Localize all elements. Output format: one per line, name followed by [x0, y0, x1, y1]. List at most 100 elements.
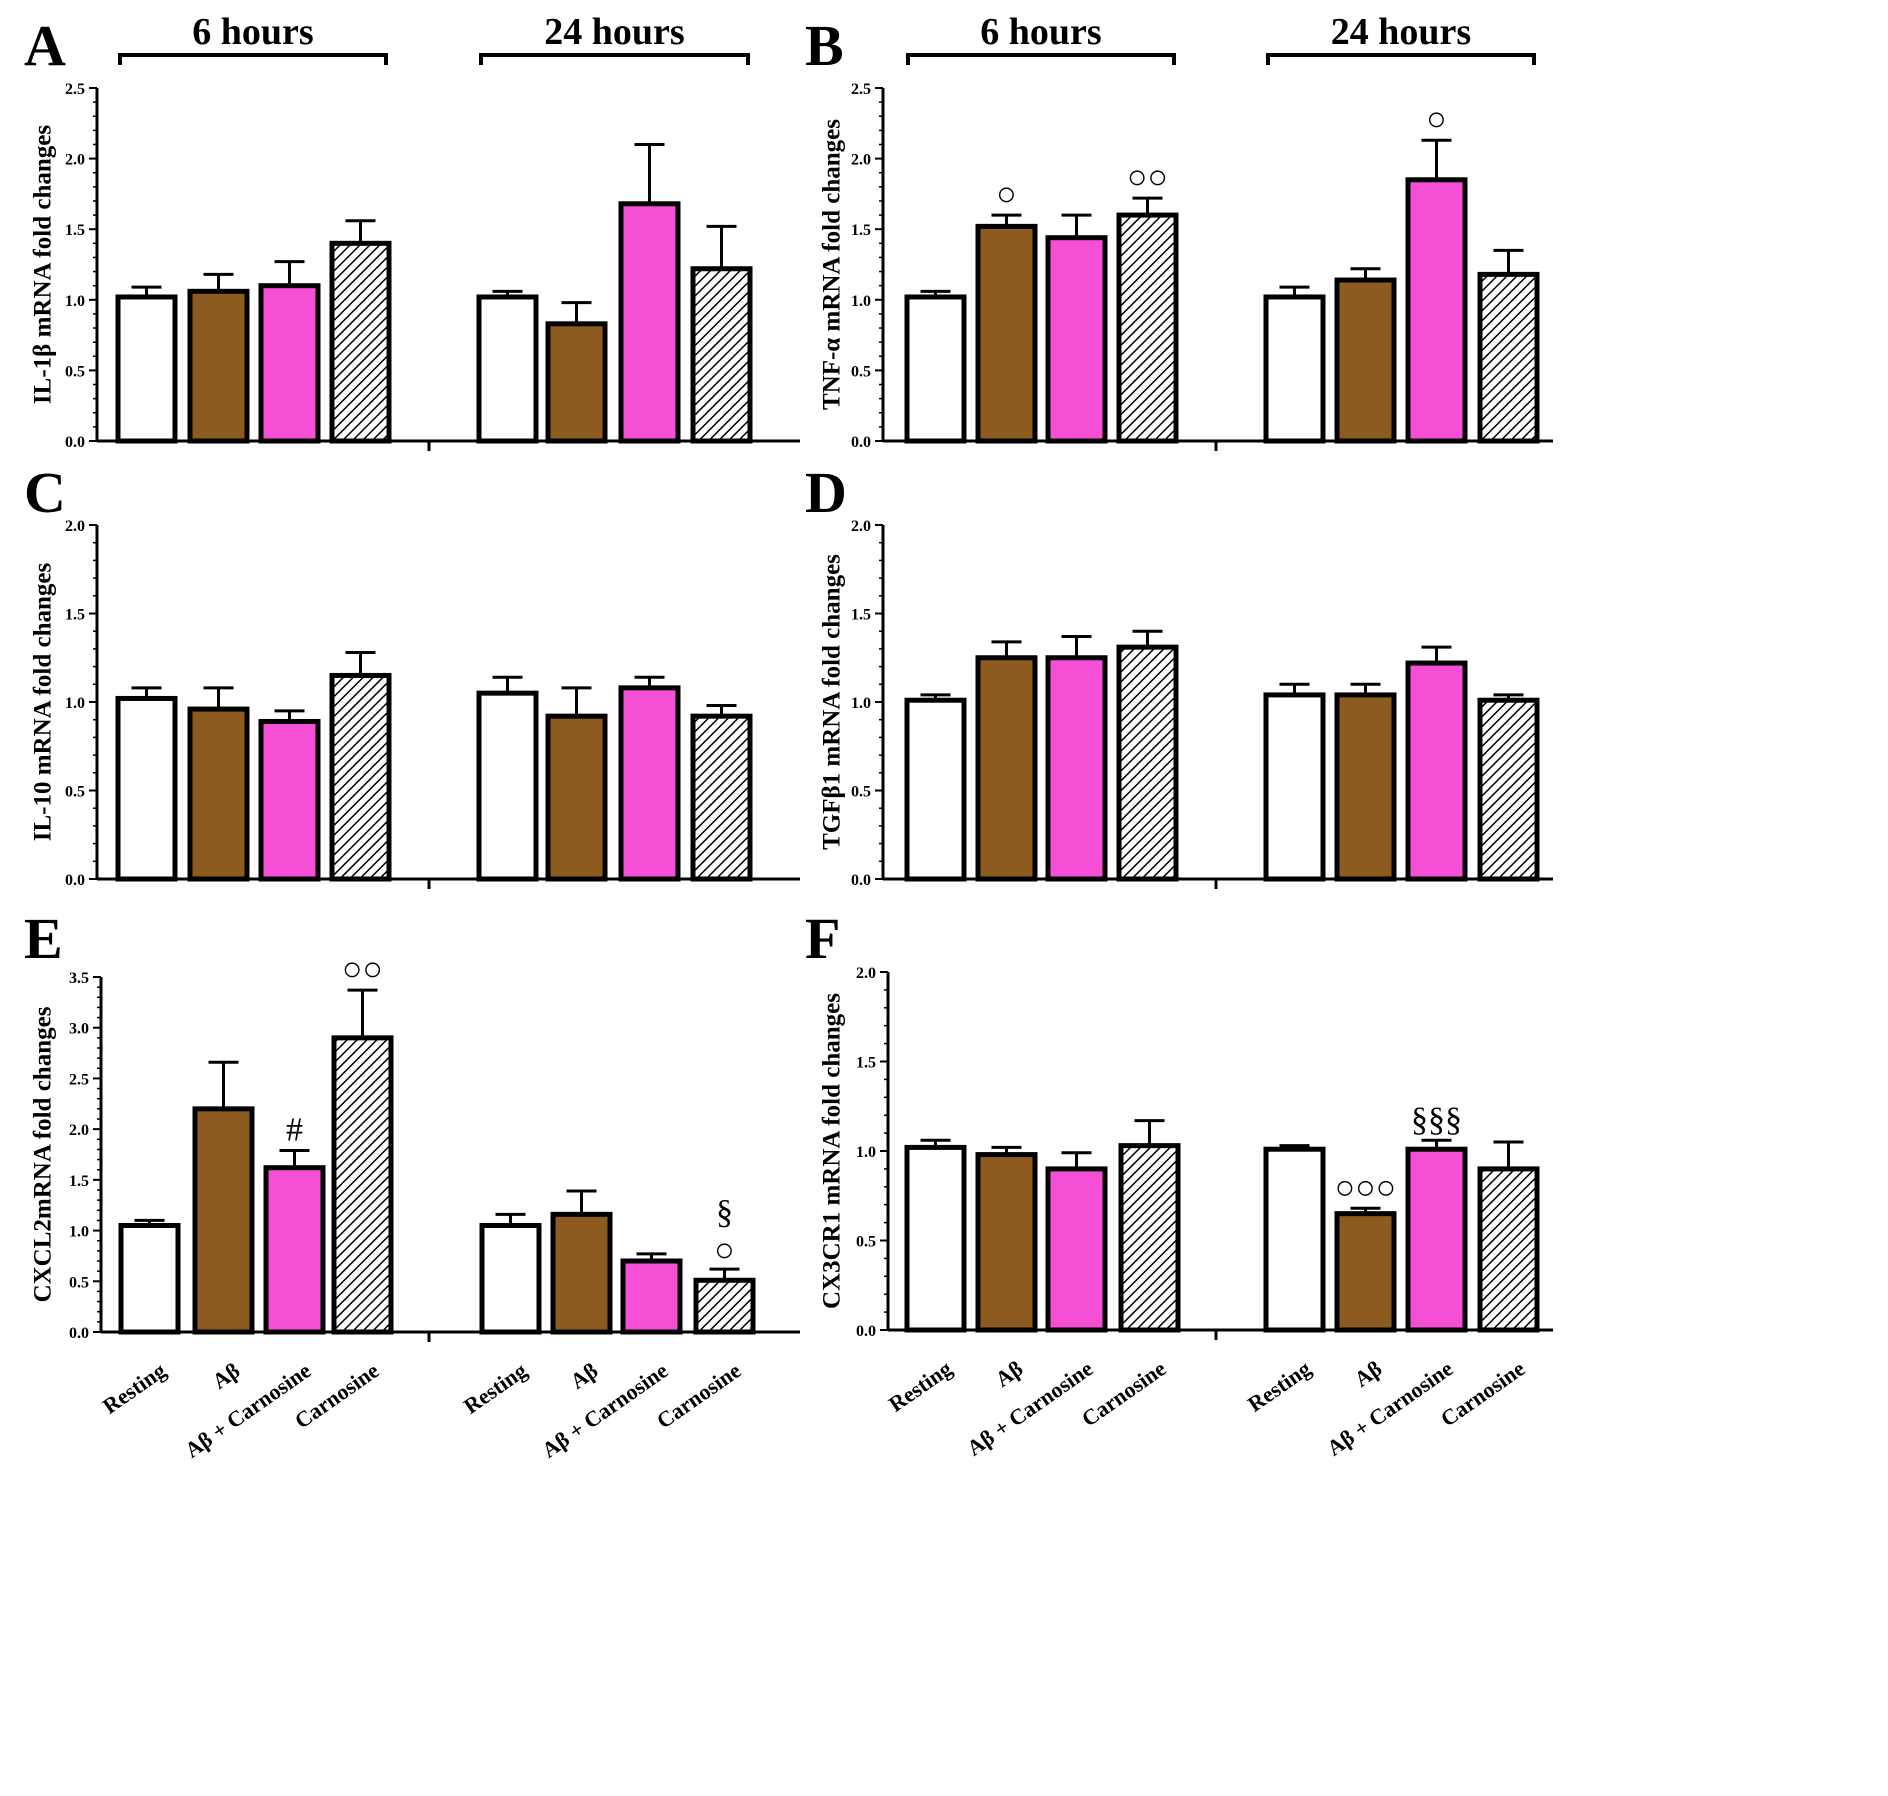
group-label: 24 hours — [1331, 11, 1471, 53]
panel-letter: F — [805, 906, 840, 971]
y-tick-label: 0.5 — [856, 1234, 876, 1251]
x-category-label: Resting — [1243, 1356, 1315, 1417]
bar — [975, 223, 1038, 444]
y-tick-label: 3.5 — [69, 970, 89, 987]
bar — [693, 1277, 756, 1335]
x-category-label: Aβ — [991, 1356, 1028, 1392]
y-tick-label: 1.5 — [851, 222, 871, 239]
bar — [1118, 1143, 1181, 1333]
y-tick-label: 1.5 — [856, 1055, 876, 1072]
bar — [904, 294, 967, 444]
x-category-label: Aβ — [566, 1358, 603, 1394]
y-tick-label: 1.0 — [856, 1144, 876, 1161]
y-tick-label: 2.0 — [65, 518, 85, 535]
bar — [620, 1258, 683, 1335]
bar — [1405, 1146, 1468, 1333]
y-tick-label: 2.0 — [69, 1122, 89, 1139]
y-axis-label: IL-10 mRNA fold changes — [30, 562, 57, 841]
bar — [1263, 294, 1326, 444]
x-category-label: Aβ + Carnosine — [537, 1357, 672, 1462]
bar — [1334, 692, 1397, 882]
bar — [904, 1144, 967, 1333]
bar — [331, 1035, 394, 1335]
y-tick-label: 0.0 — [65, 872, 85, 889]
bar — [258, 283, 321, 444]
group-bracket — [1266, 53, 1536, 65]
y-tick-label: 2.0 — [851, 518, 871, 535]
bar — [329, 240, 392, 444]
significance-marker: ○§ — [714, 1194, 735, 1269]
x-category-label: Resting — [98, 1358, 170, 1419]
x-category-label: Aβ — [208, 1358, 245, 1394]
y-axis-label: TGFβ1 mRNA fold changes — [819, 554, 846, 850]
bar — [187, 706, 250, 882]
significance-marker-line: ○ — [714, 1232, 735, 1269]
bar — [1477, 697, 1540, 882]
significance-marker: §§§ — [1411, 1101, 1462, 1138]
y-tick-label: 1.0 — [65, 695, 85, 712]
y-tick-label: 2.5 — [851, 81, 871, 98]
panel-letter: B — [805, 13, 844, 78]
bar — [115, 695, 178, 882]
y-tick-label: 1.0 — [69, 1224, 89, 1241]
y-tick-label: 1.5 — [65, 607, 85, 624]
panel-a: A 6 hours 24 hours 0.0 0.5 1.0 1.5 2.0 2.5 IL-1β … — [24, 11, 800, 451]
bar — [618, 201, 681, 444]
panel-letter: C — [24, 460, 66, 525]
bar — [479, 1223, 542, 1335]
group-bracket — [906, 53, 1176, 65]
y-tick-label: 1.5 — [65, 222, 85, 239]
bar — [1263, 692, 1326, 882]
significance-marker: ○○ — [1127, 159, 1168, 196]
significance-marker: ○○○ — [1335, 1169, 1397, 1206]
bar — [975, 655, 1038, 882]
y-axis-label: IL-1β mRNA fold changes — [30, 125, 57, 404]
bar — [690, 266, 753, 444]
bar — [545, 713, 608, 882]
bar — [975, 1152, 1038, 1333]
significance-marker: ○ — [1426, 101, 1447, 138]
y-tick-label: 1.5 — [69, 1173, 89, 1190]
bar — [1334, 1211, 1397, 1333]
bar — [1045, 655, 1108, 882]
y-tick-label: 2.0 — [856, 965, 876, 982]
bar — [329, 672, 392, 882]
bar — [192, 1106, 255, 1335]
bar — [115, 294, 178, 444]
y-tick-label: 2.5 — [65, 81, 85, 98]
x-category-label: Aβ + Carnosine — [1322, 1355, 1457, 1460]
x-category-label: Resting — [884, 1356, 956, 1417]
panel-letter: A — [24, 13, 66, 78]
bar — [690, 713, 753, 882]
bar — [1477, 1166, 1540, 1333]
bar — [1405, 177, 1468, 444]
panel-c: C 0.0 0.5 1.0 1.5 2.0 IL-10 mRNA fold changes — [24, 460, 800, 889]
y-axis-label: CXCL2mRNA fold changes — [30, 1006, 57, 1302]
panel-f: F 0.0 0.5 1.0 1.5 2.0 CX3CR1 mRNA fold changes… — [805, 906, 1553, 1461]
panel-d: D 0.0 0.5 1.0 1.5 2.0 TGFβ1 mRNA fold changes — [805, 460, 1553, 889]
group-bracket — [479, 53, 750, 65]
y-tick-label: 0.0 — [65, 434, 85, 451]
panel-letter: E — [24, 906, 63, 971]
y-tick-label: 3.0 — [69, 1021, 89, 1038]
y-tick-label: 2.5 — [69, 1071, 89, 1088]
y-tick-label: 0.0 — [851, 872, 871, 889]
x-category-label: Aβ — [1350, 1356, 1387, 1392]
x-category-label: Carnosine — [1077, 1355, 1171, 1431]
bar — [258, 718, 321, 882]
y-tick-label: 1.5 — [851, 607, 871, 624]
bar — [1263, 1146, 1326, 1333]
panel-letter: D — [805, 460, 847, 525]
bar — [545, 321, 608, 444]
bar — [550, 1211, 613, 1335]
bar — [618, 685, 681, 882]
x-category-label: Aβ + Carnosine — [962, 1355, 1097, 1460]
y-tick-label: 0.5 — [851, 363, 871, 380]
bar — [1405, 660, 1468, 882]
panel-e: E 0.0 0.5 1.0 1.5 2.0 2.5 3.0 3.5 CXCL2mRNA fold … — [24, 906, 800, 1463]
y-tick-label: 1.0 — [851, 695, 871, 712]
bar — [1116, 212, 1179, 444]
bar — [1477, 271, 1540, 444]
y-tick-label: 0.5 — [851, 784, 871, 801]
